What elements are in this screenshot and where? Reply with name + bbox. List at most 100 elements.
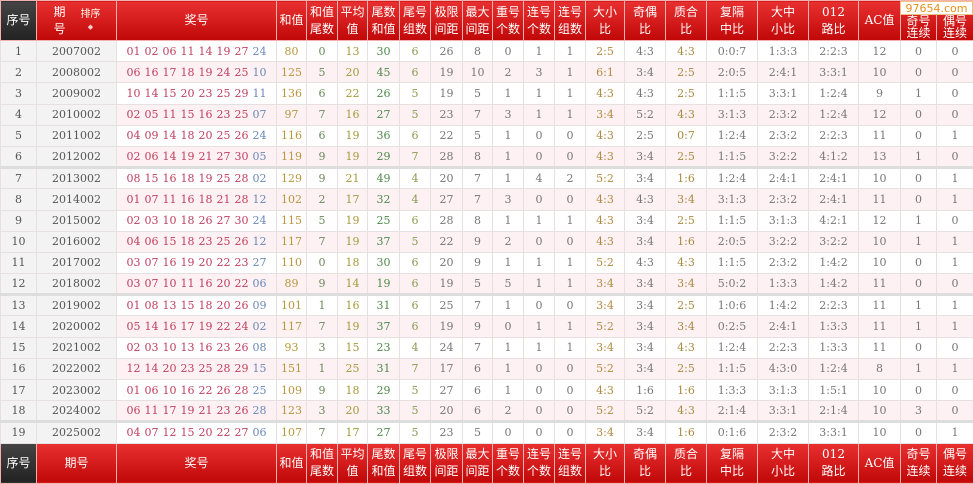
cell-尾数和值: 45 <box>367 61 400 84</box>
cell-奇偶比: 3:4 <box>624 273 666 297</box>
winning-number: 16 <box>198 341 213 355</box>
cell-平均值: 19 <box>337 230 368 253</box>
cell-奇号连续: 0 <box>900 167 937 190</box>
cell-最大间距: 5 <box>462 421 493 444</box>
cell-AC值: 10 <box>858 230 901 253</box>
cell-期号: 2007002 <box>36 39 117 63</box>
cell-奇号连续: 0 <box>900 188 937 211</box>
cell-尾数和值: 29 <box>367 145 400 170</box>
winning-number: 17 <box>162 65 177 79</box>
winning-number: 26 <box>234 341 249 355</box>
cell-重号个数: 2 <box>492 230 524 253</box>
column-header-label: 最大间距 <box>465 447 490 479</box>
column-header-5: 平均值 <box>337 442 368 484</box>
cell-尾号组数: 7 <box>399 145 431 170</box>
column-header-label: 重号个数 <box>495 4 520 36</box>
cell-极限间距: 28 <box>430 145 463 170</box>
column-header-label: 奇偶比 <box>632 447 657 479</box>
cell-尾数和值: 25 <box>367 209 400 232</box>
special-number: 07 <box>252 108 267 122</box>
cell-连号组数: 1 <box>554 82 586 105</box>
winning-number: 13 <box>180 341 195 355</box>
winning-number: 16 <box>162 320 177 334</box>
cell-AC值: 10 <box>858 61 901 84</box>
cell-和值尾数: 5 <box>306 61 338 84</box>
cell-和值: 123 <box>276 400 307 424</box>
cell-奖号: 02 06 14 19 21 27 30 05 <box>116 145 277 170</box>
sort-button[interactable]: 排序 ◆ <box>81 9 101 33</box>
winning-number: 01 <box>126 299 141 313</box>
cell-012路比: 2:4:1 <box>808 167 859 190</box>
winning-number: 21 <box>198 150 213 164</box>
cell-期号: 2012002 <box>36 145 117 170</box>
special-number: 25 <box>252 383 267 397</box>
table-row: 6 2012002 02 06 14 19 21 27 30 05 119 9 19 29 7 28 8 1 0 0 4… <box>0 145 973 170</box>
cell-最大间距: 8 <box>462 209 493 232</box>
cell-连号个数: 0 <box>523 357 555 381</box>
cell-和值尾数: 7 <box>306 315 338 338</box>
cell-尾数和值: 31 <box>367 294 400 317</box>
winning-number: 10 <box>126 86 141 100</box>
cell-连号个数: 0 <box>523 421 555 444</box>
cell-极限间距: 19 <box>430 315 463 338</box>
cell-偶号连续: 0 <box>936 145 973 170</box>
column-header-label: AC值 <box>864 455 895 470</box>
winning-number: 11 <box>144 404 159 418</box>
cell-极限间距: 19 <box>430 273 463 297</box>
cell-大小比: 6:1 <box>585 61 625 84</box>
winning-number: 30 <box>234 214 249 228</box>
cell-期号: 2021002 <box>36 336 117 359</box>
special-number: 11 <box>252 86 267 100</box>
cell-尾号组数: 6 <box>399 273 431 297</box>
cell-偶号连续: 0 <box>936 209 973 232</box>
column-header-3: 和值 <box>276 442 307 484</box>
cell-大中小比: 2:3:2 <box>757 421 809 444</box>
cell-极限间距: 25 <box>430 294 463 317</box>
cell-序号: 8 <box>0 188 37 211</box>
winning-number: 25 <box>234 65 249 79</box>
column-header-18: 012路比 <box>808 0 859 41</box>
cell-连号组数: 0 <box>554 400 586 424</box>
cell-复隔中比: 3:1:3 <box>706 188 758 211</box>
cell-奖号: 01 02 06 11 14 19 27 24 <box>116 39 277 63</box>
cell-连号个数: 0 <box>523 230 555 253</box>
cell-012路比: 2:2:3 <box>808 124 859 147</box>
cell-大小比: 5:2 <box>585 315 625 338</box>
cell-偶号连续: 1 <box>936 357 973 381</box>
cell-尾号组数: 5 <box>399 82 431 105</box>
winning-number: 10 <box>162 277 177 291</box>
column-header-label: 尾号组数 <box>402 4 427 36</box>
cell-连号组数: 1 <box>554 39 586 63</box>
winning-number: 05 <box>126 320 141 334</box>
cell-奇号连续: 0 <box>900 39 937 63</box>
cell-最大间距: 9 <box>462 230 493 253</box>
column-header-17: 大中小比 <box>757 0 809 41</box>
winning-number: 28 <box>234 172 249 186</box>
cell-最大间距: 10 <box>462 61 493 84</box>
cell-012路比: 2:1:4 <box>808 400 859 424</box>
cell-奖号: 03 07 16 19 20 22 23 27 <box>116 251 277 275</box>
arrows-sort-icon[interactable]: ◆ <box>87 22 94 31</box>
cell-连号组数: 1 <box>554 336 586 359</box>
winning-number: 20 <box>216 277 231 291</box>
cell-大中小比: 1:3:3 <box>757 273 809 297</box>
column-header-7: 尾号组数 <box>399 0 431 41</box>
cell-尾号组数: 6 <box>399 39 431 63</box>
cell-奇偶比: 5:2 <box>624 103 666 126</box>
cell-复隔中比: 1:2:4 <box>706 336 758 359</box>
special-number: 06 <box>252 277 267 291</box>
winning-number: 23 <box>180 362 195 376</box>
column-header-18: 012路比 <box>808 442 859 484</box>
column-header-1: 期号 <box>36 442 117 484</box>
cell-连号个数: 1 <box>523 209 555 232</box>
cell-奖号: 10 14 15 20 23 25 29 11 <box>116 82 277 105</box>
cell-和值: 151 <box>276 357 307 381</box>
special-number: 24 <box>252 214 267 228</box>
column-header-8: 极限间距 <box>430 442 463 484</box>
sort-label[interactable]: 排序 <box>80 8 101 20</box>
cell-最大间距: 6 <box>462 400 493 424</box>
cell-偶号连续: 1 <box>936 251 973 275</box>
winning-number: 12 <box>126 362 141 376</box>
winning-number: 04 <box>126 426 141 440</box>
